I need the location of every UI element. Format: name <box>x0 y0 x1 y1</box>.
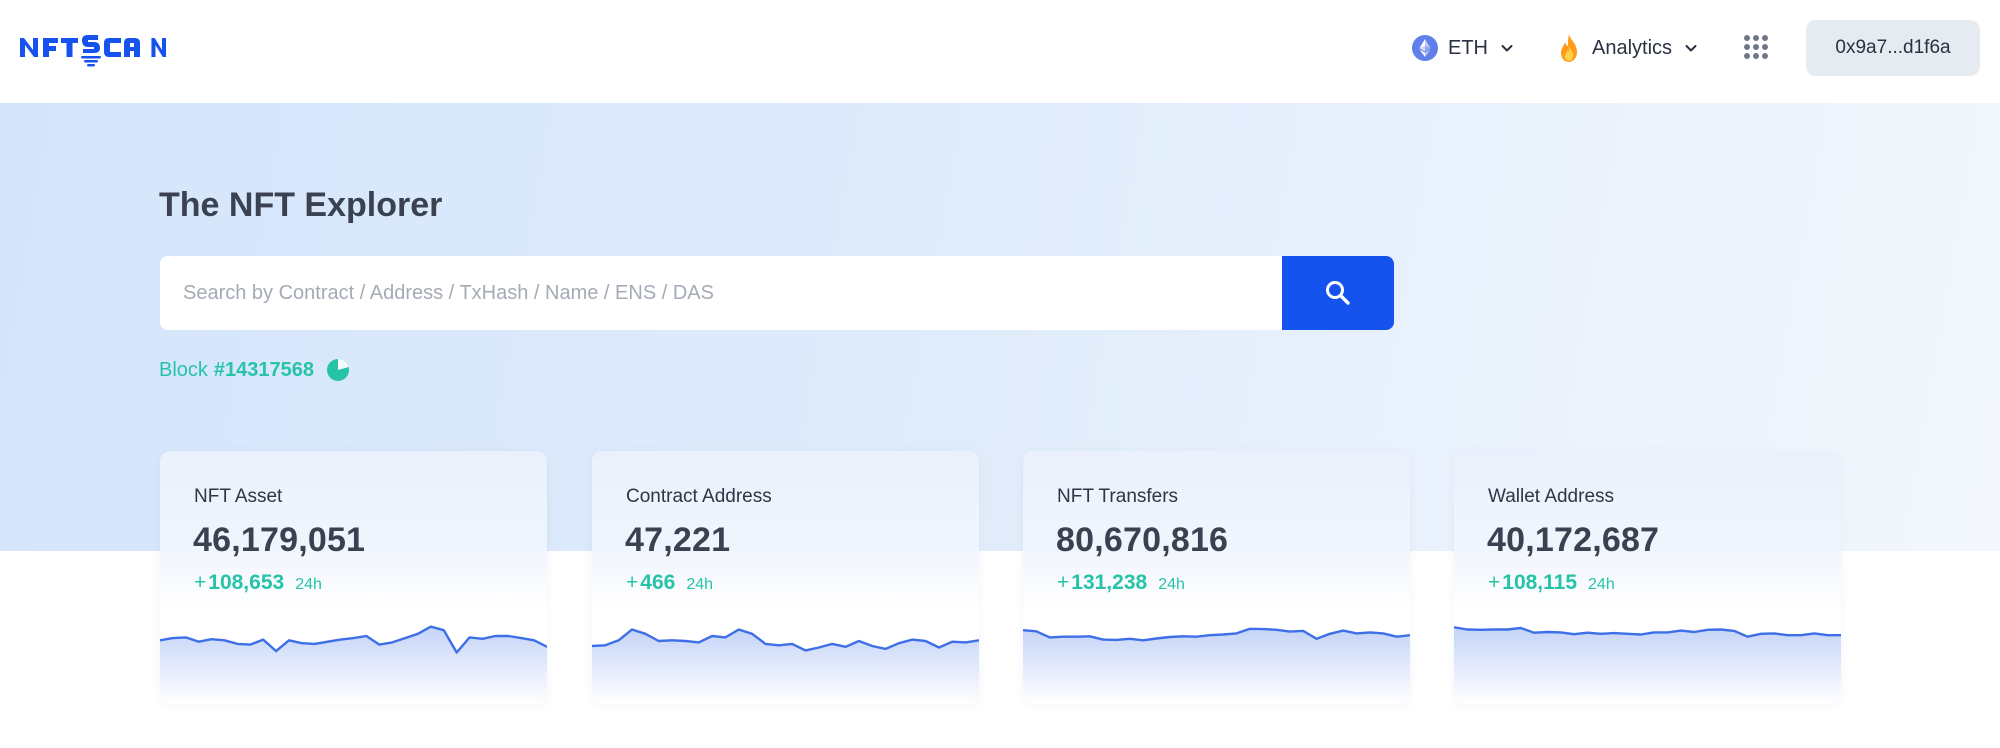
stat-card-nft-transfers[interactable]: NFT Transfers 80,670,816 +131,238 24h <box>1023 451 1410 704</box>
stat-change: +108,115 24h <box>1488 571 1615 594</box>
chevron-down-icon <box>1501 45 1513 52</box>
sparkline-line <box>1023 627 1410 642</box>
search-input[interactable] <box>160 256 1282 330</box>
stat-period: 24h <box>295 576 322 593</box>
sparkline-area <box>1023 628 1410 704</box>
latest-block[interactable]: Block #14317568 <box>159 358 350 382</box>
top-navbar: ETH Analytics 0x9a7...d1f6a <box>0 0 2000 103</box>
analytics-menu[interactable]: Analytics <box>1556 32 1698 64</box>
sparkline-line <box>592 628 979 652</box>
stat-delta: 466 <box>640 571 676 594</box>
fire-icon <box>1556 34 1582 62</box>
stat-delta: 131,238 <box>1071 571 1148 594</box>
stat-card-contract-address[interactable]: Contract Address 47,221 +466 24h <box>592 451 979 704</box>
sparkline-chart <box>592 628 979 704</box>
sparkline-chart <box>160 625 547 704</box>
chevron-down-icon <box>1685 45 1697 52</box>
refresh-timer-icon <box>327 359 350 381</box>
stat-change: +466 24h <box>626 571 714 594</box>
stat-value: 46,179,051 <box>193 521 366 559</box>
stat-period: 24h <box>1158 576 1185 593</box>
stat-label: NFT Transfers <box>1057 486 1179 507</box>
stat-period: 24h <box>1588 576 1615 593</box>
chain-selector[interactable]: ETH <box>1412 32 1514 64</box>
stat-change: +108,653 24h <box>194 571 322 594</box>
sparkline-area <box>1454 627 1841 704</box>
analytics-label: Analytics <box>1592 36 1673 59</box>
stat-value: 80,670,816 <box>1056 521 1229 559</box>
stat-card-nft-asset[interactable]: NFT Asset 46,179,051 +108,653 24h <box>160 451 547 704</box>
sparkline-line <box>160 625 547 654</box>
ethereum-icon <box>1412 35 1438 61</box>
stat-label: NFT Asset <box>194 486 283 507</box>
nftscan-logo[interactable] <box>20 28 194 68</box>
sparkline-chart <box>1454 626 1841 704</box>
stat-delta: 108,653 <box>208 571 285 594</box>
wallet-address-button[interactable]: 0x9a7...d1f6a <box>1806 20 1980 76</box>
stat-value: 40,172,687 <box>1487 521 1660 559</box>
stat-value: 47,221 <box>625 521 731 559</box>
block-number: #14317568 <box>213 358 315 381</box>
chain-label: ETH <box>1448 36 1488 59</box>
stat-label: Contract Address <box>626 486 772 507</box>
block-label: Block <box>159 358 208 381</box>
search-icon <box>1326 281 1350 305</box>
sparkline-area <box>592 629 979 704</box>
grid-dots-icon[interactable] <box>1743 34 1769 60</box>
sparkline-line <box>1454 626 1841 638</box>
stat-period: 24h <box>686 576 714 593</box>
sparkline-chart <box>1023 627 1410 704</box>
stat-label: Wallet Address <box>1488 486 1615 507</box>
sparkline-area <box>160 626 547 704</box>
stat-change: +131,238 24h <box>1057 571 1185 594</box>
stat-card-wallet-address[interactable]: Wallet Address 40,172,687 +108,115 24h <box>1454 451 1841 704</box>
search-button[interactable] <box>1282 256 1394 330</box>
search-bar <box>160 256 1394 330</box>
page-title: The NFT Explorer <box>159 186 443 224</box>
stat-delta: 108,115 <box>1502 571 1578 594</box>
